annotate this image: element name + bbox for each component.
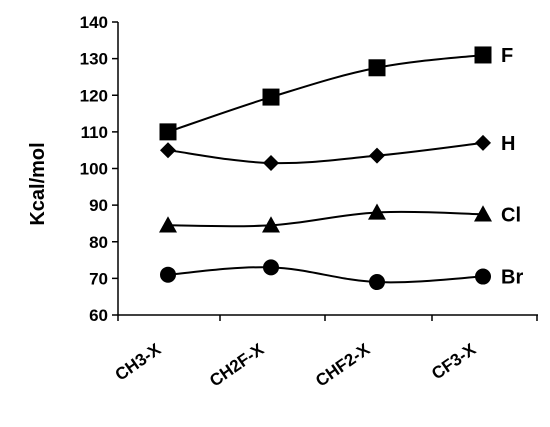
y-tick-label: 120 [80,86,108,105]
series-label: Br [501,267,523,289]
y-tick-label: 90 [89,196,108,215]
data-point [475,134,491,151]
series-h [160,134,491,172]
series-group [159,46,492,291]
x-category-label: CHF2-X [312,339,374,390]
axes: 60 70 80 90 100 110 120 130 140 CH3-X CH2F-X CHF2-X… [80,13,538,390]
data-point [369,147,385,164]
data-point [262,216,280,233]
y-axis-title: Kcal/mol [27,142,49,225]
data-point [160,142,176,159]
y-tick-label: 130 [80,50,108,69]
data-point [159,216,177,233]
data-point [369,274,385,291]
series-label: F [501,45,513,67]
data-point [262,88,280,106]
data-point [475,268,491,285]
data-point [160,266,176,283]
data-point [368,59,386,77]
series-line [167,53,484,133]
y-tick-label: 140 [80,13,108,32]
y-tick-label: 100 [80,160,108,179]
data-point [263,155,279,172]
y-tick-label: 70 [89,269,108,288]
series-f [159,46,492,141]
data-point [368,203,386,220]
series-label: Cl [501,204,521,226]
series-cl [159,203,492,233]
x-category-label: CH3-X [112,339,165,384]
series-br [160,259,491,291]
y-tick-label: 60 [89,306,108,325]
data-point [474,205,492,222]
y-tick-label: 80 [89,233,108,252]
series-line [167,266,484,284]
data-point [159,123,177,141]
y-tick-label: 110 [81,123,108,142]
x-category-label: CF3-X [428,339,480,383]
series-line [167,210,484,228]
series-line [167,141,484,165]
data-point [474,46,492,64]
data-point [263,259,279,276]
labels-group: Kcal/mol F H Cl Br [27,45,523,289]
x-category-label: CH2F-X [206,339,268,390]
series-label: H [501,133,515,155]
